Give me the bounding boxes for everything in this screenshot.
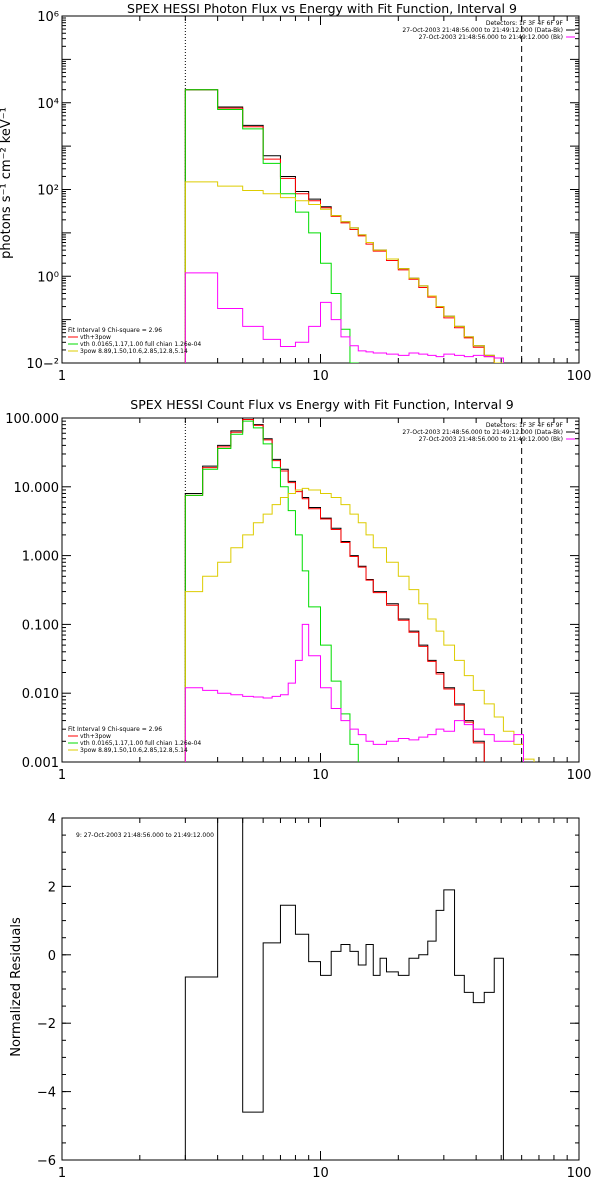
y-tick-label: 10.000: [14, 481, 60, 496]
y-tick-label: 0: [48, 949, 56, 964]
y-tick-label: 0.100: [22, 618, 59, 633]
series-3pow: [184, 181, 504, 363]
y-tick-label: 2: [48, 880, 56, 895]
y-tick-label: 0.001: [22, 756, 59, 771]
series-vth-3pow: [184, 89, 495, 363]
y-tick-label: 4: [48, 812, 56, 827]
y-tick-label: 10⁰: [37, 270, 59, 285]
y-axis-label: photons s⁻¹ cm⁻² keV⁻¹: [0, 107, 14, 259]
plot-frame: [61, 817, 580, 1161]
y-tick-label: −6: [37, 1154, 56, 1169]
y-tick-label: −2: [37, 1017, 56, 1032]
x-tick-label: 10: [312, 1166, 329, 1181]
series-residuals: [184, 818, 504, 1160]
y-tick-label: 10²: [37, 184, 59, 199]
series-vth-3pow: [184, 419, 485, 762]
plot-area: [184, 818, 504, 1160]
series-vth: [184, 420, 359, 762]
series-vth: [184, 89, 359, 363]
legend-bottom-entry: vth 0.0165,1.17,1.00 full chian 1.26e-04: [80, 341, 201, 348]
legend-top-entry: 27-Oct-2003 21:48:56.000 to 21:49:12.000…: [419, 436, 563, 443]
legend-bottom-entry: Fit Interval 9 Chi-square = 2.96: [68, 726, 162, 733]
y-tick-label: −4: [37, 1086, 56, 1101]
legend-bottom-entry: vth 0.0165,1.17,1.00 full chian 1.26e-04: [80, 740, 201, 747]
y-tick-label: 0.010: [22, 687, 59, 702]
legend-bottom-entry: Fit Interval 9 Chi-square = 2.96: [68, 327, 162, 334]
series-data: [184, 89, 504, 363]
legend-bottom-entry: vth+3pow: [80, 334, 111, 341]
residuals-panel: Normalized Residuals 9: 27-Oct-2003 21:4…: [9, 812, 592, 1181]
y-axis-label: Normalized Residuals: [9, 917, 24, 1057]
chart-title: SPEX HESSI Count Flux vs Energy with Fit…: [130, 397, 513, 412]
legend-top-entry: 27-Oct-2003 21:48:56.000 to 21:49:12.000…: [419, 34, 563, 41]
y-tick-label: 10−²: [26, 357, 59, 372]
legend-top-entry: Detectors: 1F 3F 4F 6F 9F: [486, 20, 564, 27]
y-tick-label: 100.000: [5, 412, 59, 427]
series-background: [184, 623, 525, 762]
legend-bottom-entry: 3pow 8.89,1.50,10.6,2.85,12.8,5.14: [80, 348, 188, 355]
x-tick-label: 10: [312, 369, 329, 384]
x-tick-label: 1: [58, 768, 66, 783]
x-tick-label: 100: [567, 369, 592, 384]
chart-title: SPEX HESSI Photon Flux vs Energy with Fi…: [127, 1, 517, 16]
series-data: [184, 418, 485, 762]
plot-area: [184, 418, 535, 762]
x-tick-label: 100: [567, 1166, 592, 1181]
legend-top-entry: 27-Oct-2003 21:48:56.000 to 21:49:12.000…: [402, 27, 563, 34]
x-tick-label: 10: [312, 768, 329, 783]
interval-annotation: 9: 27-Oct-2003 21:48:56.000 to 21:49:12.…: [76, 832, 214, 839]
plot-area: [184, 16, 523, 363]
y-tick-label: 10⁴: [37, 97, 59, 112]
x-tick-label: 1: [58, 1166, 66, 1181]
count-flux-panel: SPEX HESSI Count Flux vs Energy with Fit…: [5, 397, 592, 783]
series-3pow: [184, 487, 535, 762]
plot-frame: [61, 417, 580, 763]
x-tick-label: 100: [567, 768, 592, 783]
legend-top-entry: Detectors: 1F 3F 4F 6F 9F: [486, 422, 564, 429]
y-tick-label: 10⁶: [37, 10, 59, 25]
photon-flux-panel: SPEX HESSI Photon Flux vs Energy with Fi…: [0, 1, 592, 384]
series-background: [184, 272, 504, 363]
x-tick-label: 1: [58, 369, 66, 384]
y-tick-label: 1.000: [22, 550, 59, 565]
legend-bottom-entry: vth+3pow: [80, 733, 111, 740]
legend-top-entry: 27-Oct-2003 21:48:56.000 to 21:49:12.000…: [402, 429, 563, 436]
legend-bottom-entry: 3pow 8.89,1.50,10.6,2.85,12.8,5.14: [80, 747, 188, 754]
